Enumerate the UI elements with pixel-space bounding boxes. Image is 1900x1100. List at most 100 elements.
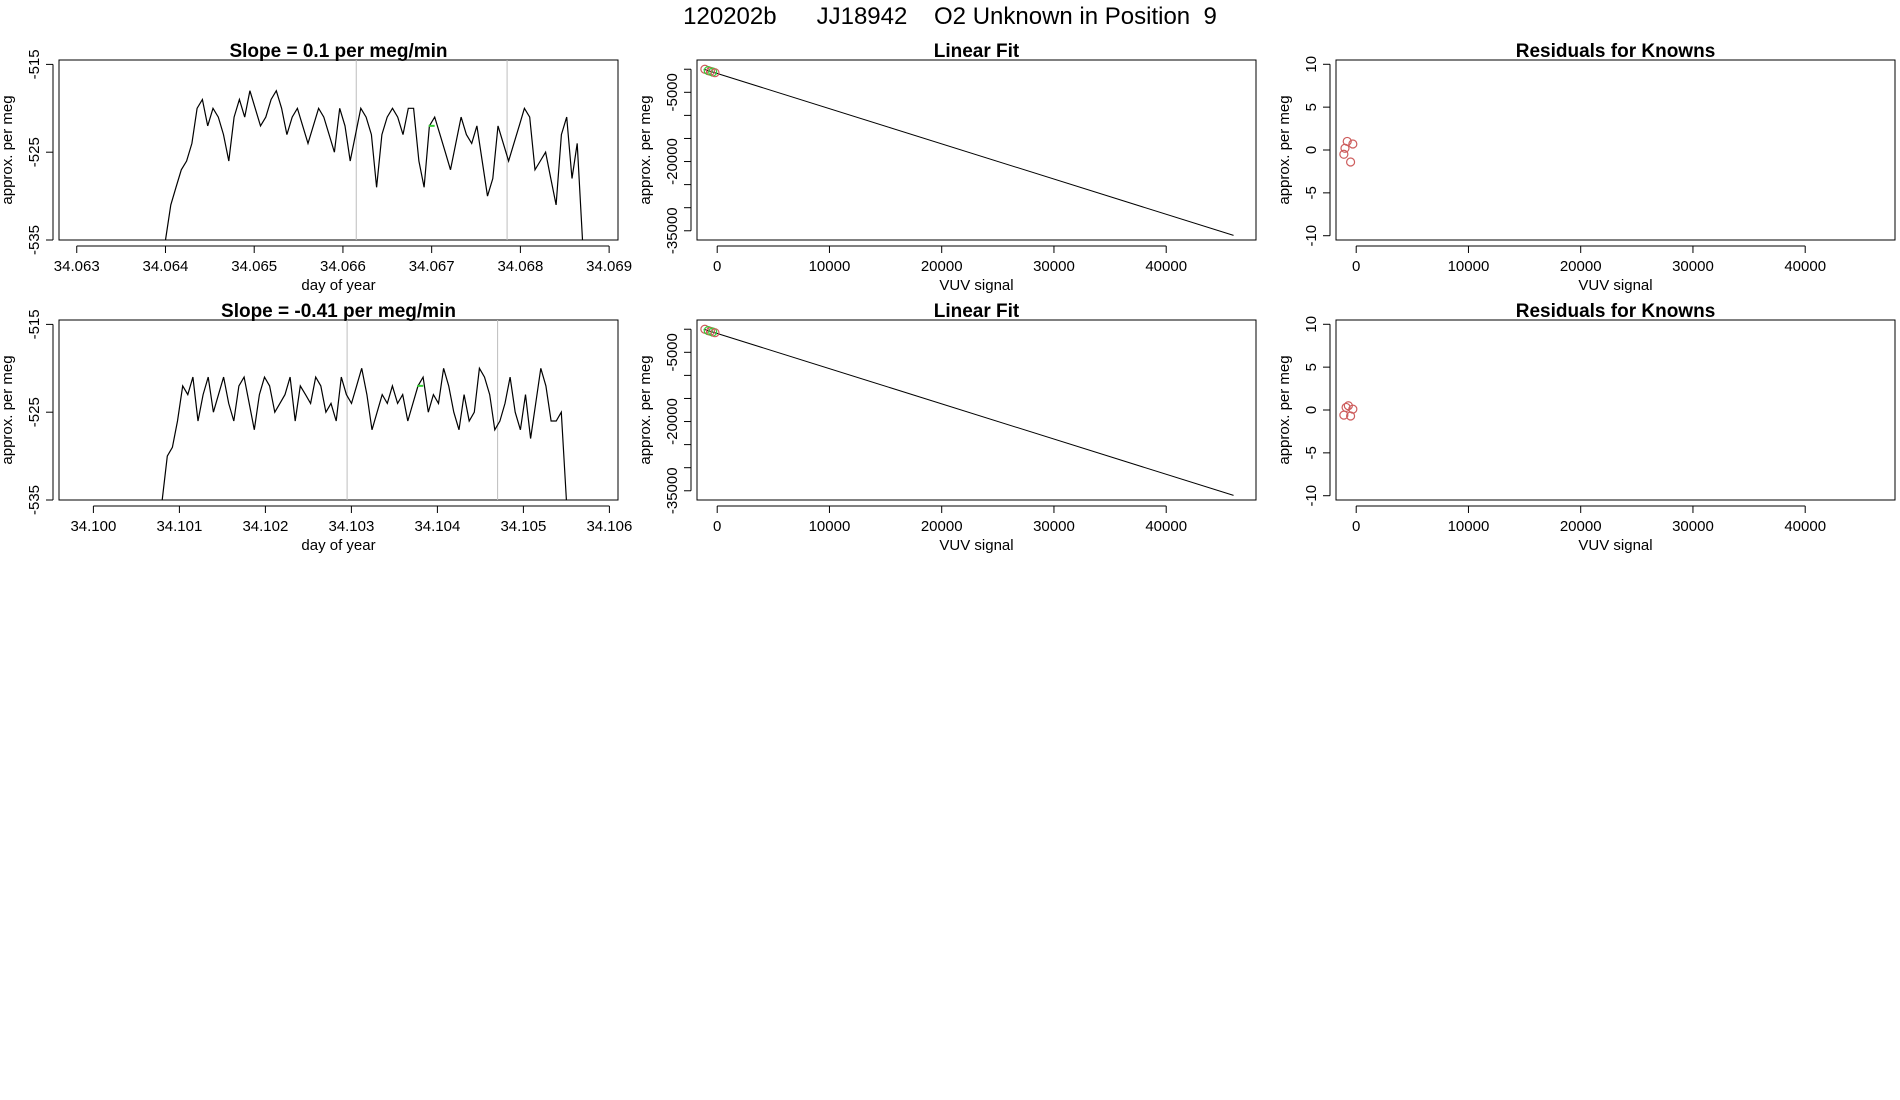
y-tick-label: -10 — [1303, 225, 1320, 247]
y-tick-label: -35000 — [664, 467, 681, 514]
x-tick-label: 34.064 — [143, 258, 189, 275]
y-tick-label: 0 — [1303, 146, 1320, 154]
y-tick-label: -10 — [1303, 485, 1320, 507]
plot-frame — [696, 319, 1257, 501]
data-point — [1345, 157, 1356, 167]
x-tick-label: 30000 — [1672, 518, 1714, 535]
x-tick-label: 34.102 — [242, 518, 288, 535]
y-axis-label: approx. per meg — [1276, 355, 1293, 464]
x-tick-label: 10000 — [809, 258, 851, 275]
plot-frame — [58, 319, 619, 501]
x-tick-label: 34.069 — [586, 258, 632, 275]
series-line — [161, 366, 567, 501]
panel-row1-linearfit: Linear Fit 0 10000 20000 30000 40000 VUV signa… — [637, 41, 1257, 294]
x-tick-label: 0 — [1352, 518, 1360, 535]
x-tick-label: 34.068 — [497, 258, 543, 275]
x-axis-label: VUV signal — [939, 537, 1013, 554]
x-tick-label: 34.104 — [414, 518, 460, 535]
x-tick-label: 34.100 — [70, 518, 116, 535]
y-tick-label: -20000 — [664, 138, 681, 185]
x-axis-label: VUV signal — [1578, 277, 1652, 294]
y-tick-label: -535 — [26, 485, 43, 515]
x-tick-label: 34.105 — [500, 518, 546, 535]
y-tick-label: -525 — [26, 397, 43, 427]
plot-frame — [58, 59, 619, 241]
y-tick-label: 5 — [1303, 103, 1320, 111]
x-tick-label: 20000 — [921, 518, 963, 535]
panel-row2-timeseries: Slope = -0.41 per meg/min 34.100 34.101 34.… — [0, 301, 632, 554]
x-axis-label: VUV signal — [939, 277, 1013, 294]
figure-title: 120202b JJ18942 O2 Unknown in Position 9 — [683, 3, 1217, 30]
x-tick-label: 20000 — [1560, 518, 1602, 535]
y-tick-label: 10 — [1303, 316, 1320, 333]
series-line — [164, 89, 584, 241]
y-tick-label: -535 — [26, 225, 43, 255]
y-axis-label: approx. per meg — [0, 355, 16, 464]
x-tick-label: 34.103 — [328, 518, 374, 535]
y-tick-label: -525 — [26, 137, 43, 167]
y-tick-label: 5 — [1303, 363, 1320, 371]
x-tick-label: 10000 — [1448, 258, 1490, 275]
y-axis-label: approx. per meg — [1276, 95, 1293, 204]
plot-frame — [1335, 319, 1896, 501]
fit-line — [703, 328, 1234, 496]
plot-frame — [696, 59, 1257, 241]
x-tick-label: 34.067 — [409, 258, 455, 275]
y-axis-label: approx. per meg — [637, 95, 654, 204]
x-tick-label: 40000 — [1145, 258, 1187, 275]
y-tick-label: -5000 — [664, 73, 681, 111]
x-tick-label: 34.065 — [231, 258, 277, 275]
y-axis-label: approx. per meg — [637, 355, 654, 464]
x-tick-label: 40000 — [1145, 518, 1187, 535]
panel-title: Linear Fit — [934, 301, 1020, 322]
panel-row2-linearfit: Linear Fit 0 10000 20000 30000 40000 VUV signa… — [637, 301, 1257, 554]
data-point — [710, 328, 720, 338]
y-tick-label: -5000 — [664, 333, 681, 371]
fit-line — [703, 68, 1234, 236]
y-tick-label: 0 — [1303, 406, 1320, 414]
x-tick-label: 0 — [1352, 258, 1360, 275]
x-tick-label: 30000 — [1672, 258, 1714, 275]
x-tick-label: 20000 — [1560, 258, 1602, 275]
x-tick-label: 30000 — [1033, 258, 1075, 275]
x-tick-label: 40000 — [1784, 258, 1826, 275]
x-tick-label: 34.066 — [320, 258, 366, 275]
y-tick-label: -35000 — [664, 207, 681, 254]
panel-title: Slope = -0.41 per meg/min — [221, 301, 456, 322]
y-tick-label: -515 — [26, 49, 43, 79]
x-tick-label: 34.063 — [54, 258, 100, 275]
data-point — [710, 68, 720, 78]
panel-title: Residuals for Knowns — [1516, 41, 1716, 62]
data-point — [1339, 149, 1349, 159]
x-tick-label: 20000 — [921, 258, 963, 275]
x-tick-label: 0 — [713, 518, 721, 535]
data-point — [1348, 404, 1358, 414]
x-tick-label: 34.101 — [156, 518, 202, 535]
data-point — [1341, 402, 1351, 413]
x-axis-label: day of year — [301, 537, 375, 554]
x-axis-label: VUV signal — [1578, 537, 1652, 554]
y-tick-label: -515 — [26, 309, 43, 339]
panel-title: Linear Fit — [934, 41, 1020, 62]
x-axis-label: day of year — [301, 277, 375, 294]
panel-row1-residuals: Residuals for Knowns 0 10000 20000 30000 4000… — [1276, 41, 1896, 294]
x-tick-label: 34.106 — [586, 518, 632, 535]
x-tick-label: 40000 — [1784, 518, 1826, 535]
plot-frame — [1335, 59, 1896, 241]
x-tick-label: 0 — [713, 258, 721, 275]
y-tick-label: -5 — [1303, 186, 1320, 199]
y-tick-label: -20000 — [664, 398, 681, 445]
panel-title: Slope = 0.1 per meg/min — [229, 41, 447, 62]
panel-title: Residuals for Knowns — [1516, 301, 1716, 322]
panel-row2-residuals: Residuals for Knowns 0 10000 20000 30000 4000… — [1276, 301, 1896, 554]
panel-row1-timeseries: Slope = 0.1 per meg/min 34.063 34.064 34.06… — [0, 41, 632, 294]
y-tick-label: -5 — [1303, 446, 1320, 459]
x-tick-label: 10000 — [809, 518, 851, 535]
data-point — [1342, 136, 1352, 147]
y-axis-label: approx. per meg — [0, 95, 16, 204]
x-tick-label: 10000 — [1448, 518, 1490, 535]
x-tick-label: 30000 — [1033, 518, 1075, 535]
y-tick-label: 10 — [1303, 56, 1320, 73]
data-point — [1348, 139, 1358, 149]
